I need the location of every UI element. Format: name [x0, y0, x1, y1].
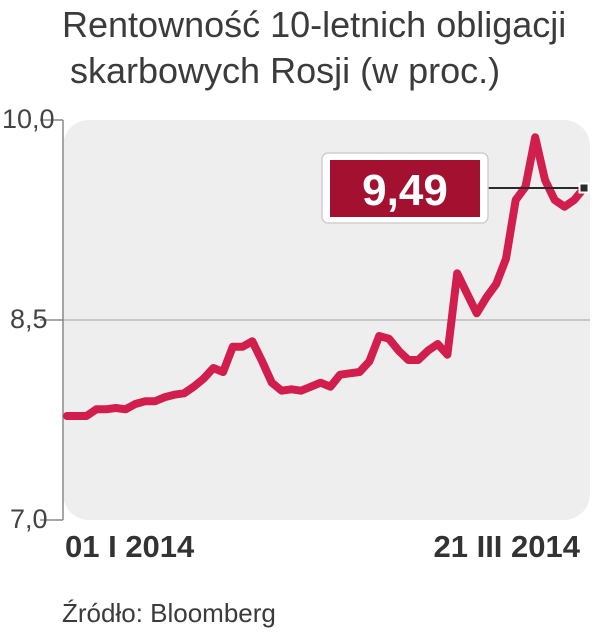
chart-title-line-2: skarbowych Rosji (w proc.) [70, 50, 501, 91]
callout-background [330, 160, 480, 217]
line-chart: 10,0 8,5 7,0 9,49 01 I 2014 21 III 2014 [2, 104, 590, 564]
source-note: Źródło: Bloomberg [62, 598, 276, 628]
y-tick-label-10-0: 10,0 [2, 104, 55, 134]
series-line [63, 133, 588, 420]
callout-badge: 9,49 [321, 152, 489, 224]
chart-title: Rentowność 10-letnich obligacji skarbowy… [62, 2, 592, 94]
chart-title-line-1: Rentowność 10-letnich obligacji [62, 4, 567, 45]
callout-value-label: 9,49 [362, 166, 448, 215]
x-label-start: 01 I 2014 [65, 529, 195, 564]
y-tick-label-7-0: 7,0 [10, 504, 48, 534]
last-value-marker [578, 182, 590, 194]
y-tick-label-8-5: 8,5 [10, 304, 48, 334]
x-label-end: 21 III 2014 [433, 529, 580, 564]
